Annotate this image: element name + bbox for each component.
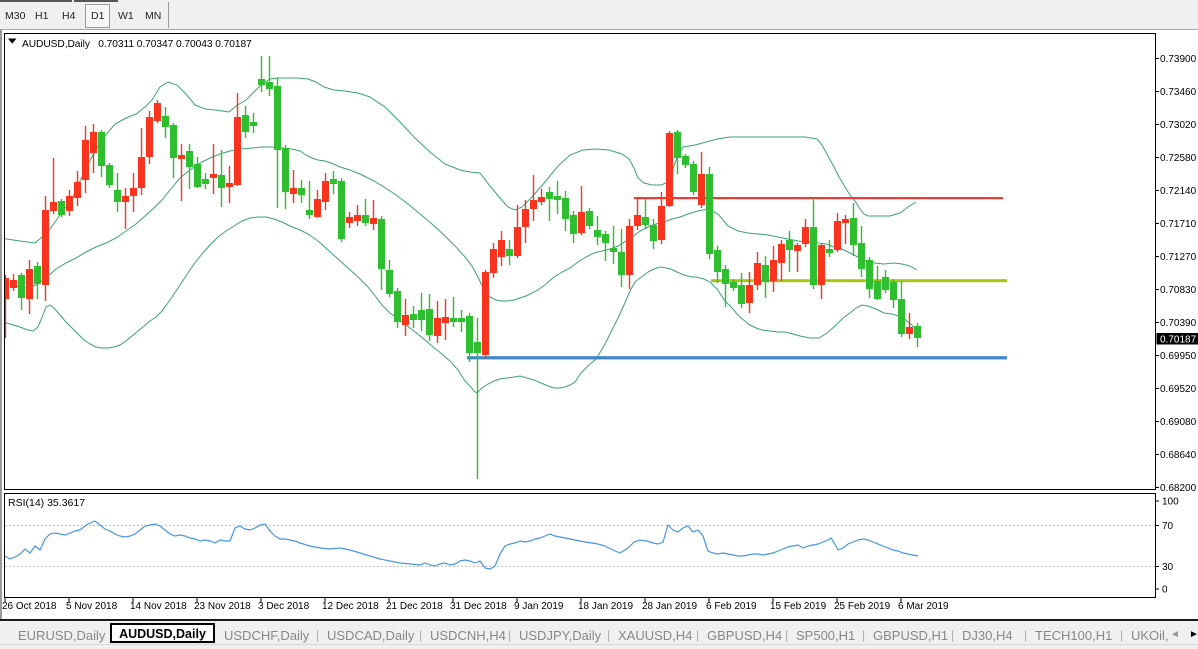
svg-text:0.70830: 0.70830 (1160, 285, 1197, 296)
svg-text:0.69950: 0.69950 (1160, 351, 1197, 362)
svg-text:26 Oct 2018: 26 Oct 2018 (2, 601, 57, 612)
svg-text:0: 0 (1162, 585, 1168, 596)
svg-text:14 Nov 2018: 14 Nov 2018 (130, 601, 187, 612)
svg-text:0.72140: 0.72140 (1160, 186, 1197, 197)
svg-text:0.69080: 0.69080 (1160, 417, 1197, 428)
svg-text:0.73460: 0.73460 (1160, 87, 1197, 98)
svg-text:23 Nov 2018: 23 Nov 2018 (194, 601, 251, 612)
svg-text:0.71270: 0.71270 (1160, 252, 1197, 263)
svg-text:15 Feb 2019: 15 Feb 2019 (770, 601, 827, 612)
svg-text:18 Jan 2019: 18 Jan 2019 (578, 601, 633, 612)
svg-text:30: 30 (1162, 562, 1174, 573)
svg-text:6 Mar 2019: 6 Mar 2019 (898, 601, 949, 612)
svg-text:0.73900: 0.73900 (1160, 54, 1197, 65)
svg-text:0.70390: 0.70390 (1160, 318, 1197, 329)
svg-text:0.68200: 0.68200 (1160, 483, 1197, 494)
svg-text:25 Feb 2019: 25 Feb 2019 (834, 601, 891, 612)
svg-text:0.68640: 0.68640 (1160, 450, 1197, 461)
svg-text:9 Jan 2019: 9 Jan 2019 (514, 601, 564, 612)
svg-text:RSI(14) 35.3617: RSI(14) 35.3617 (8, 497, 85, 509)
svg-text:28 Jan 2019: 28 Jan 2019 (642, 601, 697, 612)
svg-text:100: 100 (1162, 497, 1179, 508)
svg-text:0.70187: 0.70187 (1160, 334, 1197, 345)
svg-text:0.69520: 0.69520 (1160, 384, 1197, 395)
svg-text:0.73020: 0.73020 (1160, 120, 1197, 131)
svg-text:0.71710: 0.71710 (1160, 219, 1197, 230)
svg-text:6 Feb 2019: 6 Feb 2019 (706, 601, 757, 612)
svg-text:70: 70 (1162, 521, 1174, 532)
svg-text:31 Dec 2018: 31 Dec 2018 (450, 601, 507, 612)
svg-text:0.72580: 0.72580 (1160, 153, 1197, 164)
svg-text:21 Dec 2018: 21 Dec 2018 (386, 601, 443, 612)
svg-text:AUDUSD,Daily 0.70311 0.70347: AUDUSD,Daily 0.70311 0.70347 0.70043 0.7… (22, 39, 252, 50)
svg-text:3 Dec 2018: 3 Dec 2018 (258, 601, 310, 612)
svg-text:12 Dec 2018: 12 Dec 2018 (322, 601, 379, 612)
svg-text:5 Nov 2018: 5 Nov 2018 (66, 601, 118, 612)
